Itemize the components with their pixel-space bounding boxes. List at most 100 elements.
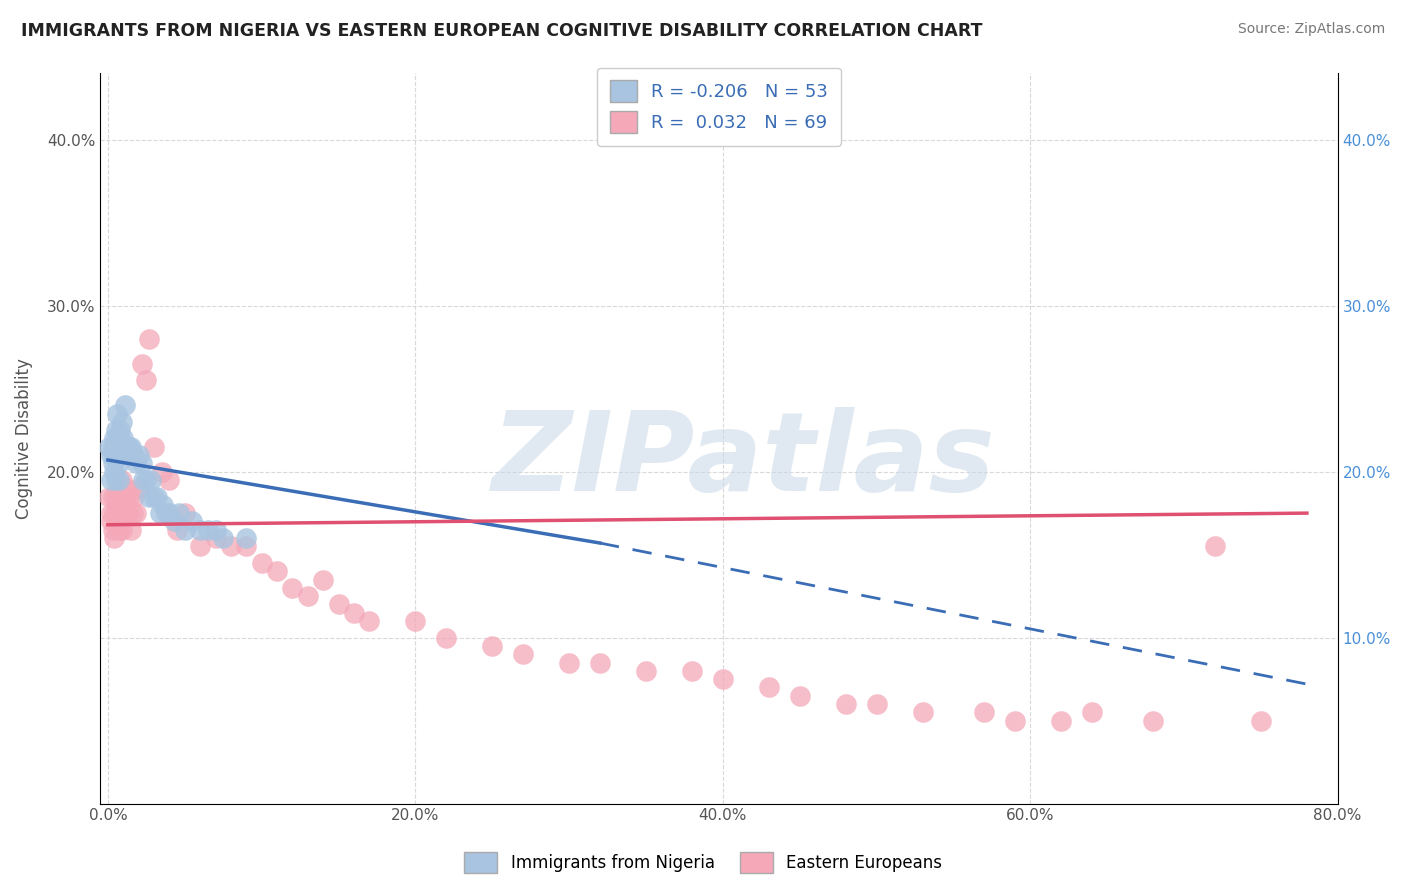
Point: [124, 456, 146, 470]
Point: [789, 689, 811, 703]
Point: [149, 506, 172, 520]
Point: [312, 573, 335, 587]
Point: [681, 664, 703, 678]
Point: [101, 440, 124, 454]
Point: [100, 515, 122, 529]
Point: [110, 498, 132, 512]
Point: [146, 490, 169, 504]
Point: [589, 656, 612, 670]
Point: [157, 506, 180, 520]
Point: [101, 490, 124, 504]
Point: [404, 614, 426, 628]
Point: [111, 415, 134, 429]
Point: [131, 357, 153, 371]
Point: [197, 523, 219, 537]
Point: [98, 440, 121, 454]
Point: [163, 515, 186, 529]
Point: [758, 681, 780, 695]
Point: [110, 448, 132, 462]
Point: [128, 481, 150, 495]
Point: [135, 373, 157, 387]
Legend: R = -0.206   N = 53, R =  0.032   N = 69: R = -0.206 N = 53, R = 0.032 N = 69: [598, 68, 841, 146]
Point: [115, 481, 138, 495]
Point: [152, 498, 174, 512]
Text: IMMIGRANTS FROM NIGERIA VS EASTERN EUROPEAN COGNITIVE DISABILITY CORRELATION CHA: IMMIGRANTS FROM NIGERIA VS EASTERN EUROP…: [21, 22, 983, 40]
Point: [558, 656, 581, 670]
Point: [118, 490, 141, 504]
Point: [122, 490, 145, 504]
Point: [104, 473, 127, 487]
Point: [122, 448, 145, 462]
Point: [1204, 539, 1226, 553]
Point: [124, 506, 146, 520]
Point: [911, 706, 934, 720]
Point: [104, 440, 127, 454]
Point: [111, 440, 134, 454]
Point: [112, 506, 135, 520]
Point: [173, 523, 195, 537]
Point: [235, 531, 257, 545]
Legend: Immigrants from Nigeria, Eastern Europeans: Immigrants from Nigeria, Eastern Europea…: [457, 846, 949, 880]
Point: [103, 531, 125, 545]
Point: [865, 697, 887, 711]
Point: [131, 456, 153, 470]
Point: [107, 473, 129, 487]
Point: [112, 490, 135, 504]
Point: [359, 614, 381, 628]
Point: [434, 631, 457, 645]
Point: [101, 523, 124, 537]
Point: [204, 523, 226, 537]
Point: [107, 456, 129, 470]
Point: [481, 639, 503, 653]
Point: [250, 556, 273, 570]
Point: [188, 539, 211, 553]
Point: [135, 473, 157, 487]
Point: [138, 490, 160, 504]
Point: [118, 440, 141, 454]
Point: [973, 706, 995, 720]
Point: [110, 423, 132, 437]
Point: [1050, 714, 1073, 728]
Point: [101, 456, 124, 470]
Point: [266, 564, 288, 578]
Point: [150, 465, 173, 479]
Point: [121, 448, 143, 462]
Text: Source: ZipAtlas.com: Source: ZipAtlas.com: [1237, 22, 1385, 37]
Point: [173, 506, 195, 520]
Point: [98, 490, 121, 504]
Point: [103, 506, 125, 520]
Point: [166, 523, 188, 537]
Point: [114, 490, 136, 504]
Point: [104, 515, 127, 529]
Point: [100, 448, 122, 462]
Point: [143, 490, 166, 504]
Point: [111, 473, 134, 487]
Point: [117, 506, 139, 520]
Point: [181, 515, 204, 529]
Point: [103, 465, 125, 479]
Point: [120, 440, 142, 454]
Point: [112, 440, 135, 454]
Point: [157, 473, 180, 487]
Point: [115, 440, 138, 454]
Point: [107, 506, 129, 520]
Point: [105, 498, 128, 512]
Point: [121, 506, 143, 520]
Point: [105, 448, 128, 462]
Point: [297, 589, 319, 603]
Point: [103, 432, 125, 446]
Point: [328, 598, 350, 612]
Point: [107, 440, 129, 454]
Y-axis label: Cognitive Disability: Cognitive Disability: [15, 358, 32, 519]
Point: [281, 581, 304, 595]
Point: [188, 523, 211, 537]
Point: [343, 606, 366, 620]
Point: [107, 523, 129, 537]
Point: [114, 398, 136, 412]
Point: [105, 407, 128, 421]
Point: [105, 432, 128, 446]
Point: [512, 647, 534, 661]
Point: [100, 473, 122, 487]
Point: [128, 448, 150, 462]
Point: [139, 473, 162, 487]
